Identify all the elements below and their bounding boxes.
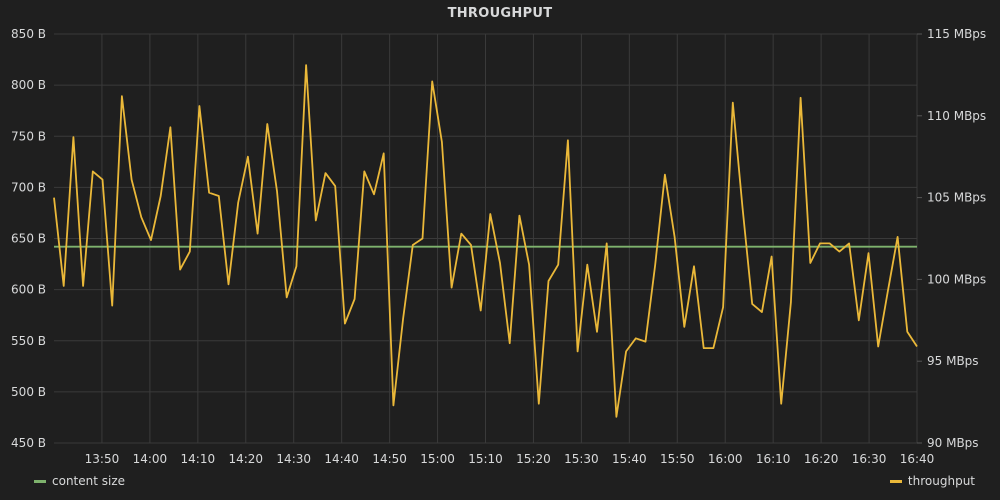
y-axis-left: 450 B 500 B 550 B 600 B 650 B 700 B 750 B 800 B… [11, 27, 46, 450]
x-axis: 13:50 14:00 14:10 14:20 14:30 14:40 14:50 15:00… [85, 452, 935, 466]
x-tick-label: 16:30 [852, 452, 887, 466]
x-tick-label: 15:40 [612, 452, 647, 466]
series-line-throughput [53, 64, 918, 418]
y-right-tick-label: 105 MBps [927, 191, 986, 205]
grid [54, 33, 918, 444]
x-tick-label: 14:20 [228, 452, 263, 466]
x-tick-label: 14:50 [372, 452, 407, 466]
x-tick-label: 15:00 [420, 452, 455, 466]
y-left-tick-label: 700 B [11, 180, 46, 194]
x-tick-label: 16:20 [804, 452, 839, 466]
x-tick-label: 15:20 [516, 452, 551, 466]
x-tick-label: 16:40 [900, 452, 935, 466]
panel-title: THROUGHPUT [447, 6, 553, 21]
y-right-tick-label: 110 MBps [927, 109, 986, 123]
y-left-tick-label: 650 B [11, 232, 46, 246]
x-tick-label: 14:40 [324, 452, 359, 466]
legend-label-throughput: throughput [907, 474, 975, 488]
x-tick-label: 13:50 [85, 452, 120, 466]
legend-item-throughput[interactable]: throughput [889, 474, 975, 488]
x-tick-label: 14:30 [276, 452, 311, 466]
x-tick-label: 15:10 [468, 452, 503, 466]
y-left-tick-label: 600 B [11, 283, 46, 297]
y-right-tick-label: 90 MBps [927, 436, 979, 450]
x-tick-label: 15:30 [564, 452, 599, 466]
y-left-tick-label: 850 B [11, 27, 46, 41]
y-right-tick-label: 100 MBps [927, 272, 986, 286]
y-right-tick-label: 115 MBps [927, 27, 986, 41]
y-left-tick-label: 750 B [11, 129, 46, 143]
y-axis-right: 90 MBps 95 MBps 100 MBps 105 MBps 110 MBps 11… [917, 27, 986, 450]
legend-label-content-size: content size [52, 474, 126, 488]
x-tick-label: 16:00 [708, 452, 743, 466]
y-right-tick-label: 95 MBps [927, 354, 979, 368]
y-left-tick-label: 450 B [11, 436, 46, 450]
y-left-tick-label: 550 B [11, 334, 46, 348]
y-left-tick-label: 800 B [11, 78, 46, 92]
legend-swatch-throughput [889, 479, 902, 483]
legend-item-content-size[interactable]: content size [34, 474, 125, 488]
y-left-tick-label: 500 B [11, 385, 46, 399]
legend-swatch-content-size [34, 479, 46, 483]
x-tick-label: 14:00 [133, 452, 168, 466]
x-tick-label: 14:10 [181, 452, 216, 466]
series-layer [53, 64, 918, 418]
x-tick-label: 16:10 [756, 452, 791, 466]
x-tick-label: 15:50 [660, 452, 695, 466]
